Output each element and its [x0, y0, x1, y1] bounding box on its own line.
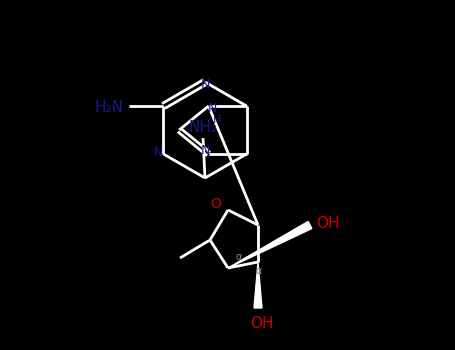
Polygon shape	[228, 222, 312, 268]
Text: α: α	[256, 266, 263, 276]
Text: α: α	[236, 252, 243, 262]
Polygon shape	[254, 262, 262, 308]
Text: N: N	[201, 145, 210, 158]
Text: N: N	[154, 147, 163, 160]
Text: H: H	[212, 115, 221, 125]
Text: N: N	[208, 103, 217, 116]
Text: O: O	[211, 197, 222, 211]
Text: N: N	[200, 77, 210, 91]
Text: OH: OH	[316, 216, 340, 231]
Text: H₂N: H₂N	[95, 100, 124, 116]
Text: OH: OH	[250, 316, 274, 331]
Text: NH₂: NH₂	[188, 119, 217, 134]
